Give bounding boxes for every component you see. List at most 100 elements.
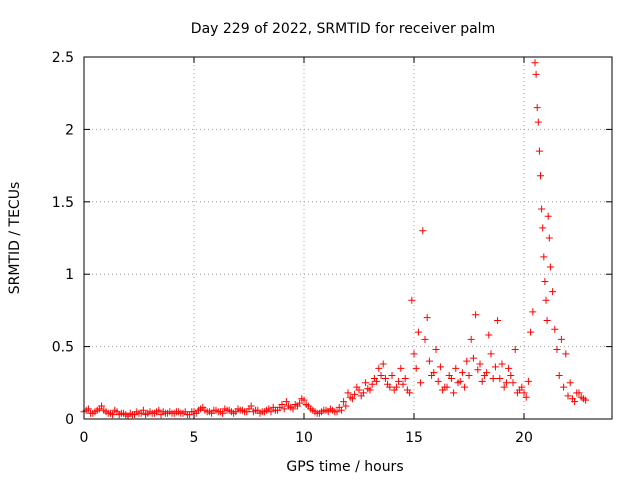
- data-point: [205, 408, 213, 416]
- data-point: [447, 374, 455, 382]
- data-point: [507, 372, 515, 380]
- data-point: [282, 398, 290, 406]
- data-point: [302, 401, 310, 409]
- data-point: [355, 386, 363, 394]
- data-point: [104, 409, 112, 417]
- data-point: [575, 389, 583, 397]
- data-point: [289, 405, 297, 413]
- data-point: [109, 411, 117, 419]
- y-tick-label: 0.5: [52, 340, 74, 356]
- data-point: [271, 406, 279, 414]
- data-point: [540, 253, 548, 261]
- data-point: [474, 366, 482, 374]
- data-point: [337, 406, 345, 414]
- data-point: [342, 402, 350, 410]
- data-point: [436, 363, 444, 371]
- data-point: [324, 408, 332, 416]
- data-point: [535, 147, 543, 155]
- data-point: [579, 395, 587, 403]
- data-point: [414, 328, 422, 336]
- data-point: [131, 411, 139, 419]
- data-point: [344, 389, 352, 397]
- data-point: [263, 406, 271, 414]
- data-point: [100, 406, 108, 414]
- y-tick-label: 1: [65, 267, 74, 283]
- data-point: [412, 364, 420, 372]
- data-point: [245, 405, 253, 413]
- data-point: [403, 386, 411, 394]
- data-point: [399, 380, 407, 388]
- data-point: [276, 403, 284, 411]
- data-point: [390, 386, 398, 394]
- data-point: [456, 377, 464, 385]
- data-point: [545, 234, 553, 242]
- data-point: [483, 369, 491, 377]
- data-point: [258, 408, 266, 416]
- data-point: [487, 350, 495, 358]
- data-point: [450, 389, 458, 397]
- y-axis-title: SRMTID / TECUs: [7, 182, 23, 295]
- data-point: [175, 408, 183, 416]
- data-point: [544, 212, 552, 220]
- data-point: [566, 379, 574, 387]
- data-point: [183, 411, 191, 419]
- data-point: [329, 406, 337, 414]
- data-point: [465, 372, 473, 380]
- data-point: [373, 377, 381, 385]
- data-point: [537, 172, 544, 180]
- data-point: [351, 390, 359, 398]
- data-point: [549, 288, 557, 296]
- data-point: [379, 360, 387, 368]
- data-point: [161, 409, 169, 417]
- data-point: [421, 335, 429, 343]
- data-point: [395, 377, 403, 385]
- data-point: [381, 374, 389, 382]
- data-point: [166, 408, 174, 416]
- data-point: [476, 360, 484, 368]
- data-point: [113, 408, 121, 416]
- data-point: [461, 383, 469, 391]
- data-point: [539, 224, 547, 232]
- y-tick-label: 2.5: [52, 50, 74, 66]
- data-point: [388, 372, 396, 380]
- data-point: [432, 345, 440, 353]
- data-point: [87, 409, 95, 417]
- axis-ticks: 0 0.5 1 1.5 2 2.5 0 5 10 15 20: [52, 50, 612, 446]
- data-point: [541, 277, 549, 285]
- data-point: [571, 398, 579, 406]
- data-point: [564, 392, 572, 400]
- data-point: [430, 369, 438, 377]
- x-tick-label: 5: [190, 430, 199, 446]
- data-point: [126, 409, 134, 417]
- data-point: [298, 395, 306, 403]
- data-point: [518, 383, 526, 391]
- data-point: [267, 408, 275, 416]
- data-point: [533, 104, 541, 112]
- data-point: [417, 379, 425, 387]
- data-point: [502, 379, 510, 387]
- plot-frame: [83, 56, 613, 420]
- data-point: [346, 393, 354, 401]
- data-point: [543, 317, 551, 325]
- data-point: [489, 374, 497, 382]
- y-tick-label: 0: [65, 412, 74, 428]
- data-point: [157, 411, 165, 419]
- data-point: [139, 406, 147, 414]
- data-point: [423, 314, 431, 322]
- data-point: [513, 389, 521, 397]
- data-point: [408, 296, 416, 304]
- data-point: [122, 411, 130, 419]
- x-tick-label: 20: [515, 430, 533, 446]
- data-point: [491, 363, 499, 371]
- data-points: [80, 59, 590, 420]
- data-point: [179, 409, 187, 417]
- data-point: [467, 335, 475, 343]
- data-point: [553, 345, 561, 353]
- data-point: [153, 408, 161, 416]
- data-point: [463, 357, 471, 365]
- data-point: [280, 405, 288, 413]
- data-point: [254, 406, 262, 414]
- data-point: [542, 296, 550, 304]
- data-point: [529, 308, 537, 316]
